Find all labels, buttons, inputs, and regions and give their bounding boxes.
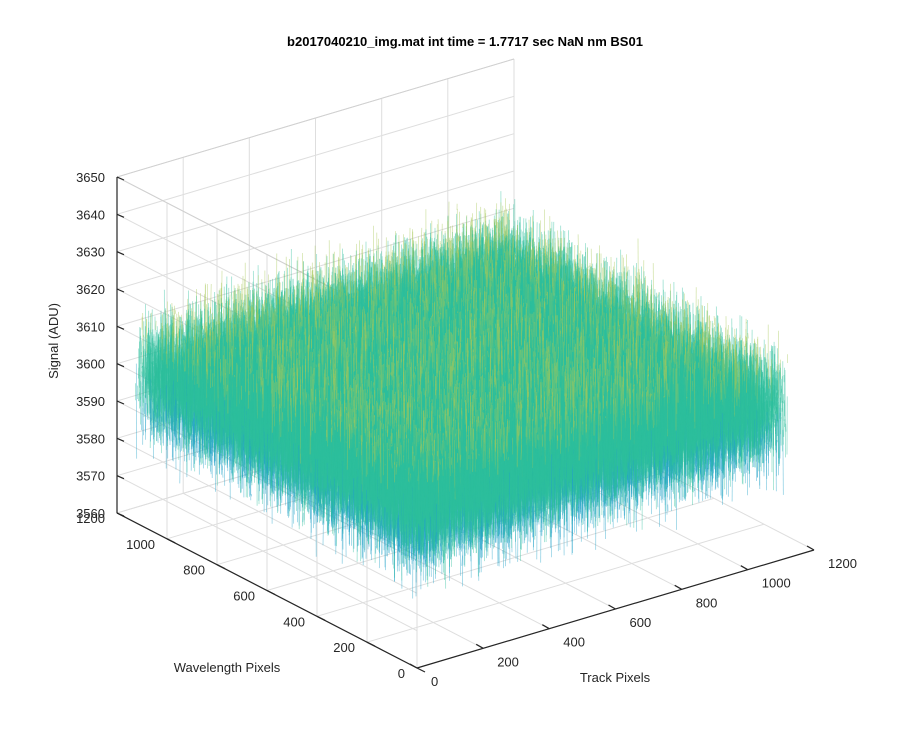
y-tick-mark [167, 539, 175, 543]
x-tick-label: 200 [497, 654, 519, 669]
z-tick-label: 3560 [76, 506, 105, 521]
x-tick-label: 0 [431, 674, 438, 689]
x-tick-label: 1200 [828, 556, 857, 571]
surface-mesh [136, 191, 788, 598]
z-tick-mark [117, 214, 124, 217]
y-tick-label: 800 [183, 563, 205, 578]
z-tick-label: 3620 [76, 282, 105, 297]
z-tick-mark [117, 177, 124, 180]
z-tick-label: 3650 [76, 170, 105, 185]
y-tick-label: 400 [283, 614, 305, 629]
z-tick-label: 3640 [76, 207, 105, 222]
y-tick-label: 200 [333, 640, 355, 655]
x-tick-mark [476, 644, 483, 648]
z-tick-mark [117, 326, 124, 329]
x-tick-mark [675, 585, 682, 589]
z-tick-label: 3580 [76, 431, 105, 446]
y-tick-mark [217, 565, 225, 569]
z-tick-mark [117, 513, 124, 516]
z-tick-mark [117, 364, 124, 367]
x-tick-label: 1000 [762, 576, 791, 591]
z-tick-label: 3610 [76, 319, 105, 334]
z-tick-mark [117, 476, 124, 479]
x-tick-mark [807, 546, 814, 550]
z-tick-mark [117, 438, 124, 441]
y-tick-mark [267, 591, 275, 595]
z-axis-label: Signal (ADU) [46, 303, 61, 379]
y-tick-mark [317, 616, 325, 620]
y-tick-mark [417, 668, 425, 672]
x-tick-mark [410, 664, 417, 668]
z-tick-mark [117, 289, 124, 292]
x-tick-mark [609, 605, 616, 609]
z-tick-label: 3630 [76, 245, 105, 260]
y-tick-mark [367, 642, 375, 646]
z-tick-label: 3570 [76, 469, 105, 484]
x-tick-mark [542, 625, 549, 629]
z-tick-label: 3600 [76, 357, 105, 372]
y-tick-label: 0 [398, 666, 405, 681]
z-tick-label: 3590 [76, 394, 105, 409]
x-axis-label: Track Pixels [580, 670, 651, 685]
x-tick-label: 800 [696, 595, 718, 610]
y-tick-label: 1000 [126, 537, 155, 552]
z-tick-mark [117, 401, 124, 404]
x-tick-label: 600 [630, 615, 652, 630]
y-tick-label: 600 [233, 589, 255, 604]
z-tick-mark [117, 252, 124, 255]
x-tick-label: 400 [563, 635, 585, 650]
y-axis-label: Wavelength Pixels [174, 660, 281, 675]
x-tick-mark [741, 566, 748, 570]
chart-title: b2017040210_img.mat int time = 1.7717 se… [287, 34, 643, 49]
